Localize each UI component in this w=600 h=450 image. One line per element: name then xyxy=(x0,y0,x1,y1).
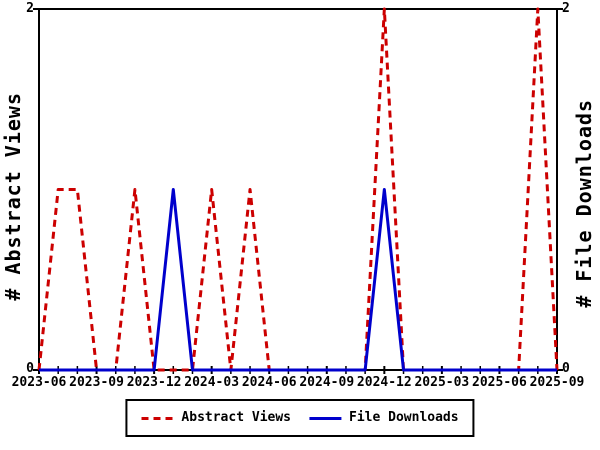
x-axis-tick-label: 2025-03 xyxy=(414,375,470,390)
y-tick-label-right-max: 2 xyxy=(562,1,570,16)
legend-line-sample-file-downloads xyxy=(309,416,341,420)
legend-label-file-downloads: File Downloads xyxy=(349,410,459,425)
legend-item-abstract-views: Abstract Views xyxy=(141,411,291,425)
x-axis-tick-label: 2023-09 xyxy=(69,375,124,390)
legend-item-file-downloads: File Downloads xyxy=(309,411,459,425)
x-axis-tick-label: 2024-12 xyxy=(356,375,412,390)
x-axis-tick-label: 2024-03 xyxy=(184,375,240,390)
x-axis-tick-labels: 2023-06 2023-09 2023-12 2024-03 2024-06 2024-… xyxy=(0,375,600,391)
legend-line-sample-abstract-views xyxy=(141,416,174,420)
legend-label-abstract-views: Abstract Views xyxy=(181,410,291,425)
x-axis-tick-label: 2025-09 xyxy=(529,375,585,390)
plot-border xyxy=(38,8,558,371)
series-line-file-downloads xyxy=(39,188,557,372)
x-axis-tick-label: 2023-12 xyxy=(126,375,182,390)
series-line-abstract-views xyxy=(37,7,559,372)
x-axis-tick-label: 2023-06 xyxy=(11,375,67,390)
x-axis-tick-label: 2025-06 xyxy=(472,375,527,390)
y-tick-label-left-max: 2 xyxy=(26,1,34,16)
y-tick-label-right-min: 0 xyxy=(562,361,570,376)
x-axis-tick-label: 2024-09 xyxy=(299,375,355,390)
y-tick-label-left-min: 0 xyxy=(26,361,34,376)
x-axis-tick-label: 2024-06 xyxy=(241,375,297,390)
legend-box: Abstract Views File Downloads xyxy=(125,399,475,437)
